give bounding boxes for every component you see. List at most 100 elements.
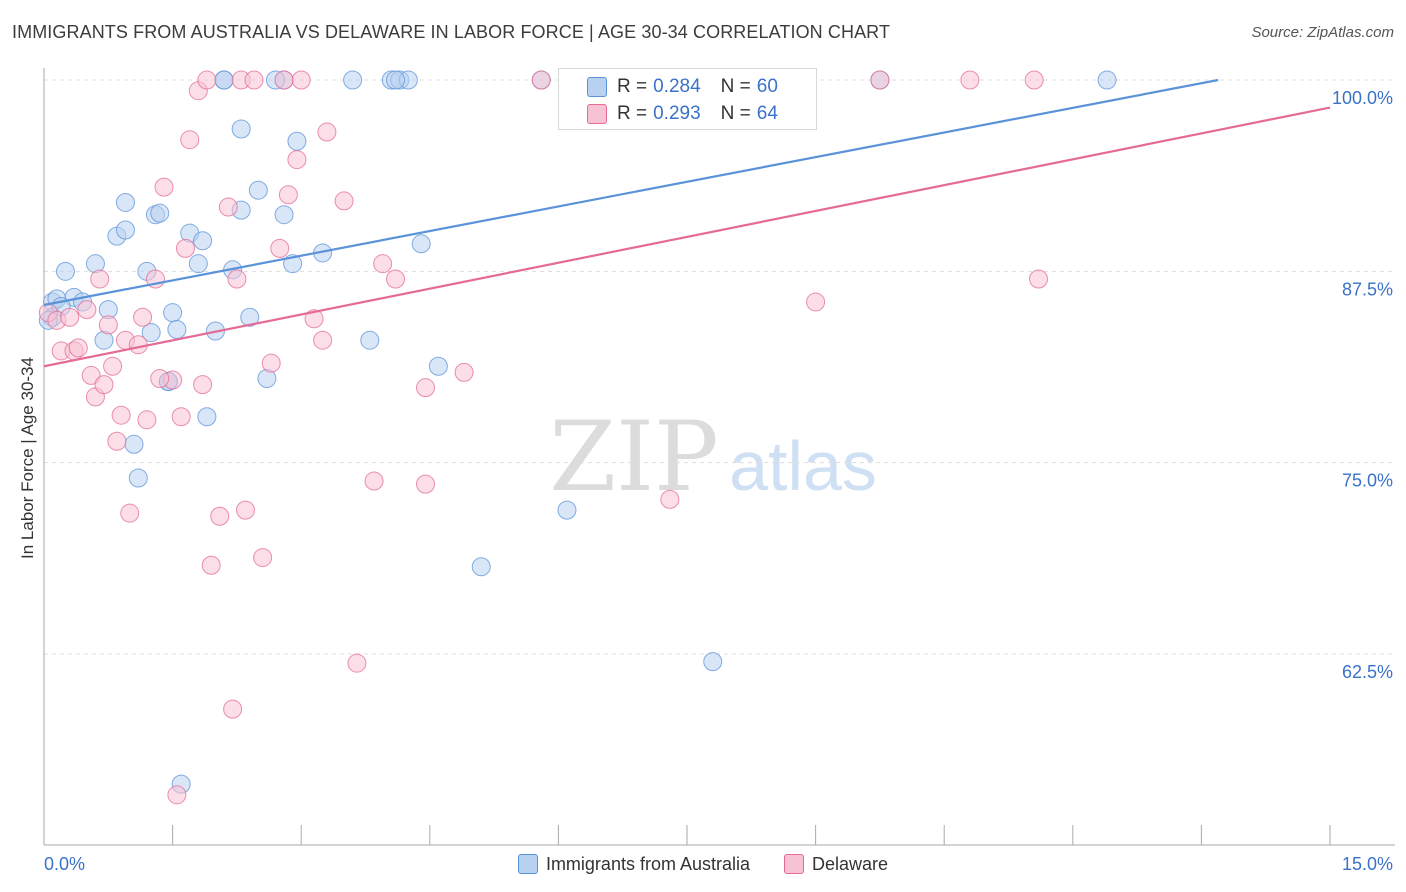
swatch-australia <box>587 77 607 97</box>
y-tick-label: 62.5% <box>1342 662 1393 682</box>
r-value: 0.284 <box>653 76 701 97</box>
stats-row-australia: R = 0.284 N = 60 <box>587 74 778 100</box>
delaware-point <box>304 309 324 329</box>
australia-point <box>428 356 448 376</box>
australia-point <box>128 468 148 488</box>
australia-point <box>411 234 431 254</box>
australia-point <box>214 70 234 90</box>
series-legend: Immigrants from Australia Delaware <box>0 851 1406 877</box>
delaware-point <box>334 191 354 211</box>
australia-point <box>703 652 723 672</box>
delaware-point <box>150 368 170 388</box>
australia-point <box>141 323 161 343</box>
australia-point <box>55 261 75 281</box>
delaware-point <box>416 378 436 398</box>
delaware-trend-line <box>43 106 1331 368</box>
n-label: N = <box>720 103 751 124</box>
australia-point <box>360 330 380 350</box>
australia-point <box>343 70 363 90</box>
stats-row-delaware: R = 0.293 N = 64 <box>587 101 778 127</box>
x-tick-label-min: 0.0% <box>44 854 85 874</box>
delaware-point <box>313 330 333 350</box>
delaware-point <box>90 269 110 289</box>
delaware-point <box>218 197 238 217</box>
r-label: R = <box>617 103 648 124</box>
x-tick-label-max: 15.0% <box>1342 854 1393 874</box>
australia-point <box>471 557 491 577</box>
delaware-point <box>60 307 80 327</box>
n-value: 64 <box>756 103 778 124</box>
grid-lines <box>44 79 1395 655</box>
delaware-point <box>223 699 243 719</box>
trend-lines <box>43 78 1331 368</box>
delaware-point <box>68 338 88 358</box>
delaware-point <box>373 254 393 274</box>
delaware-point <box>98 315 118 335</box>
australia-point <box>115 192 135 212</box>
australia-point <box>287 131 307 151</box>
delaware-point <box>416 474 436 494</box>
australia-point <box>240 307 260 327</box>
legend-label-australia: Immigrants from Australia <box>545 853 750 874</box>
delaware-point <box>167 785 187 805</box>
delaware-point <box>227 269 247 289</box>
axes <box>43 68 1395 846</box>
delaware-point <box>291 70 311 90</box>
delaware-point <box>1024 70 1044 90</box>
delaware-point <box>107 431 127 451</box>
legend-label-delaware: Delaware <box>812 853 889 874</box>
delaware-point <box>180 130 200 150</box>
delaware-point <box>120 503 140 523</box>
australia-point <box>248 180 268 200</box>
delaware-point <box>454 362 474 382</box>
delaware-point <box>193 375 213 395</box>
watermark: ZIP atlas <box>549 401 877 513</box>
r-value: 0.293 <box>653 103 701 124</box>
watermark-atlas: atlas <box>729 427 877 505</box>
delaware-point <box>870 70 890 90</box>
watermark-zip: ZIP <box>549 401 718 513</box>
delaware-point <box>317 122 337 142</box>
stats-legend: R = 0.284 N = 60 R = 0.293 N = 64 <box>558 68 817 130</box>
australia-point <box>124 434 144 454</box>
delaware-point <box>347 653 367 673</box>
delaware-point <box>201 555 221 575</box>
delaware-point <box>175 238 195 258</box>
australia-point <box>1097 70 1117 90</box>
legend-item-australia[interactable]: Immigrants from Australia <box>517 851 750 877</box>
delaware-point <box>364 471 384 491</box>
y-tick-label: 100.0% <box>1332 88 1393 108</box>
chart-title: IMMIGRANTS FROM AUSTRALIA VS DELAWARE IN… <box>12 22 891 42</box>
legend-swatch-delaware <box>784 854 804 874</box>
delaware-point <box>278 185 298 205</box>
legend-item-delaware[interactable]: Delaware <box>784 851 888 877</box>
delaware-point <box>133 307 153 327</box>
australia-point <box>386 70 406 90</box>
delaware-point <box>261 353 281 373</box>
delaware-point <box>270 238 290 258</box>
delaware-point <box>111 405 131 425</box>
delaware-point <box>660 489 680 509</box>
r-label: R = <box>617 76 648 97</box>
australia-point <box>188 254 208 274</box>
n-label: N = <box>720 76 751 97</box>
australia-point <box>231 119 251 139</box>
tick-labels: 62.5% 75.0% 87.5% 100.0% 0.0% 15.0% <box>44 88 1393 874</box>
swatch-delaware <box>587 104 607 124</box>
delaware-point <box>806 292 826 312</box>
y-tick-label: 87.5% <box>1342 279 1393 299</box>
series-delaware-points <box>38 70 1049 805</box>
delaware-point <box>244 70 264 90</box>
australia-point <box>115 220 135 240</box>
delaware-point <box>253 548 273 568</box>
delaware-point <box>386 269 406 289</box>
y-tick-label: 75.0% <box>1342 471 1393 491</box>
australia-point <box>193 231 213 251</box>
delaware-point <box>235 500 255 520</box>
delaware-point <box>103 356 123 376</box>
australia-point <box>150 203 170 223</box>
delaware-point <box>81 365 101 385</box>
australia-point <box>557 500 577 520</box>
delaware-point <box>154 177 174 197</box>
delaware-point <box>274 70 294 90</box>
